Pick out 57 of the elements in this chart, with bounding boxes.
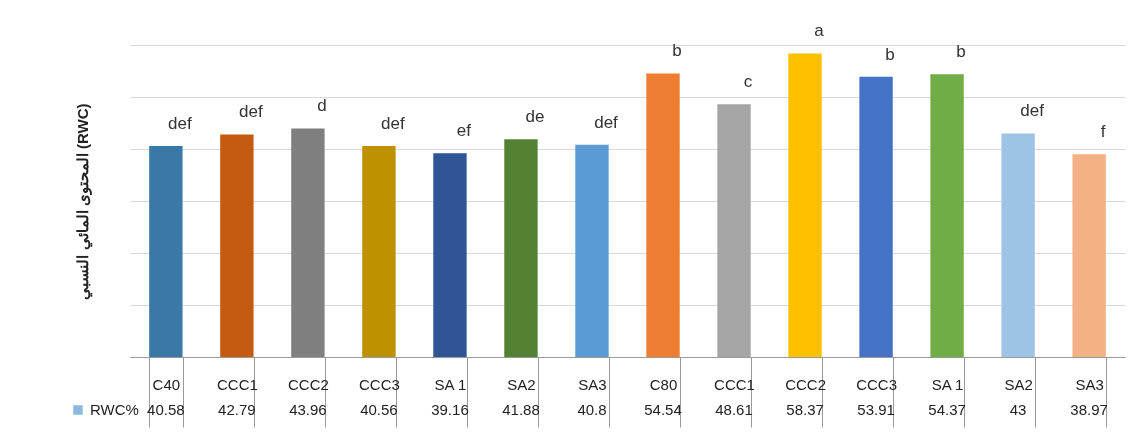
x-tick-label: SA2 xyxy=(507,375,536,393)
x-tick-label: CCC2 xyxy=(287,375,329,393)
data-label: 42.79 xyxy=(218,401,256,418)
annotation: c xyxy=(743,72,753,92)
bar xyxy=(1072,154,1106,357)
bar xyxy=(433,153,467,357)
annotation: f xyxy=(1100,122,1106,142)
annotation: ef xyxy=(456,121,472,141)
x-tick-label: CCC3 xyxy=(359,375,400,393)
x-tick-label: SA3 xyxy=(1075,375,1104,393)
data-label: 54.54 xyxy=(644,401,682,418)
text: a xyxy=(814,21,825,41)
data-label: 43 xyxy=(1009,401,1027,418)
bar xyxy=(149,145,183,357)
annotation: def xyxy=(381,114,406,134)
annotation: b xyxy=(672,41,682,61)
x-tick-label: C80 xyxy=(649,375,678,393)
data-label: 53.91 xyxy=(857,401,895,418)
annotation: def xyxy=(168,113,192,133)
bar xyxy=(291,128,325,357)
x-tick-label: CCC1 xyxy=(714,375,755,393)
x-tick-label: CCC1 xyxy=(216,375,258,393)
annotation: b xyxy=(956,42,966,62)
annotation: def xyxy=(1020,101,1045,121)
x-tick-label: SA 1 xyxy=(931,375,964,393)
bar xyxy=(930,74,964,357)
data-label: 54.37 xyxy=(928,401,966,418)
bar xyxy=(646,73,680,357)
x-tick-label: SA3 xyxy=(578,375,607,393)
data-label: 40.58 xyxy=(147,401,185,418)
legend-label: RWC% xyxy=(90,401,139,418)
annotation: def xyxy=(239,102,263,122)
data-label: 40.56 xyxy=(360,401,398,418)
x-tick-label: CCC3 xyxy=(856,375,897,393)
data-label: 38.97 xyxy=(1070,401,1108,418)
annotation: def xyxy=(594,112,619,132)
bar xyxy=(504,139,538,357)
x-tick-label: SA2 xyxy=(1004,375,1033,393)
bar xyxy=(220,134,254,357)
data-label: 39.16 xyxy=(431,401,469,418)
annotation: de xyxy=(525,107,545,127)
bar xyxy=(1001,133,1035,357)
bar xyxy=(575,144,609,357)
data-label: 58.37 xyxy=(786,401,824,418)
annotation: b xyxy=(885,44,895,64)
data-label: 41.88 xyxy=(502,401,540,418)
y-axis-title: المحتوى المائي النسبي (RWC) xyxy=(73,103,93,300)
bar xyxy=(362,146,396,357)
data-label: 43.96 xyxy=(289,401,327,418)
annotation: d xyxy=(317,96,327,116)
data-label: 48.61 xyxy=(715,401,753,418)
bar xyxy=(859,76,893,357)
x-tick-label: C40 xyxy=(152,375,181,393)
data-label: 40.8 xyxy=(577,401,607,418)
x-tick-label: CCC2 xyxy=(785,375,826,393)
bar xyxy=(788,53,822,357)
x-tick-label: SA 1 xyxy=(434,375,467,393)
